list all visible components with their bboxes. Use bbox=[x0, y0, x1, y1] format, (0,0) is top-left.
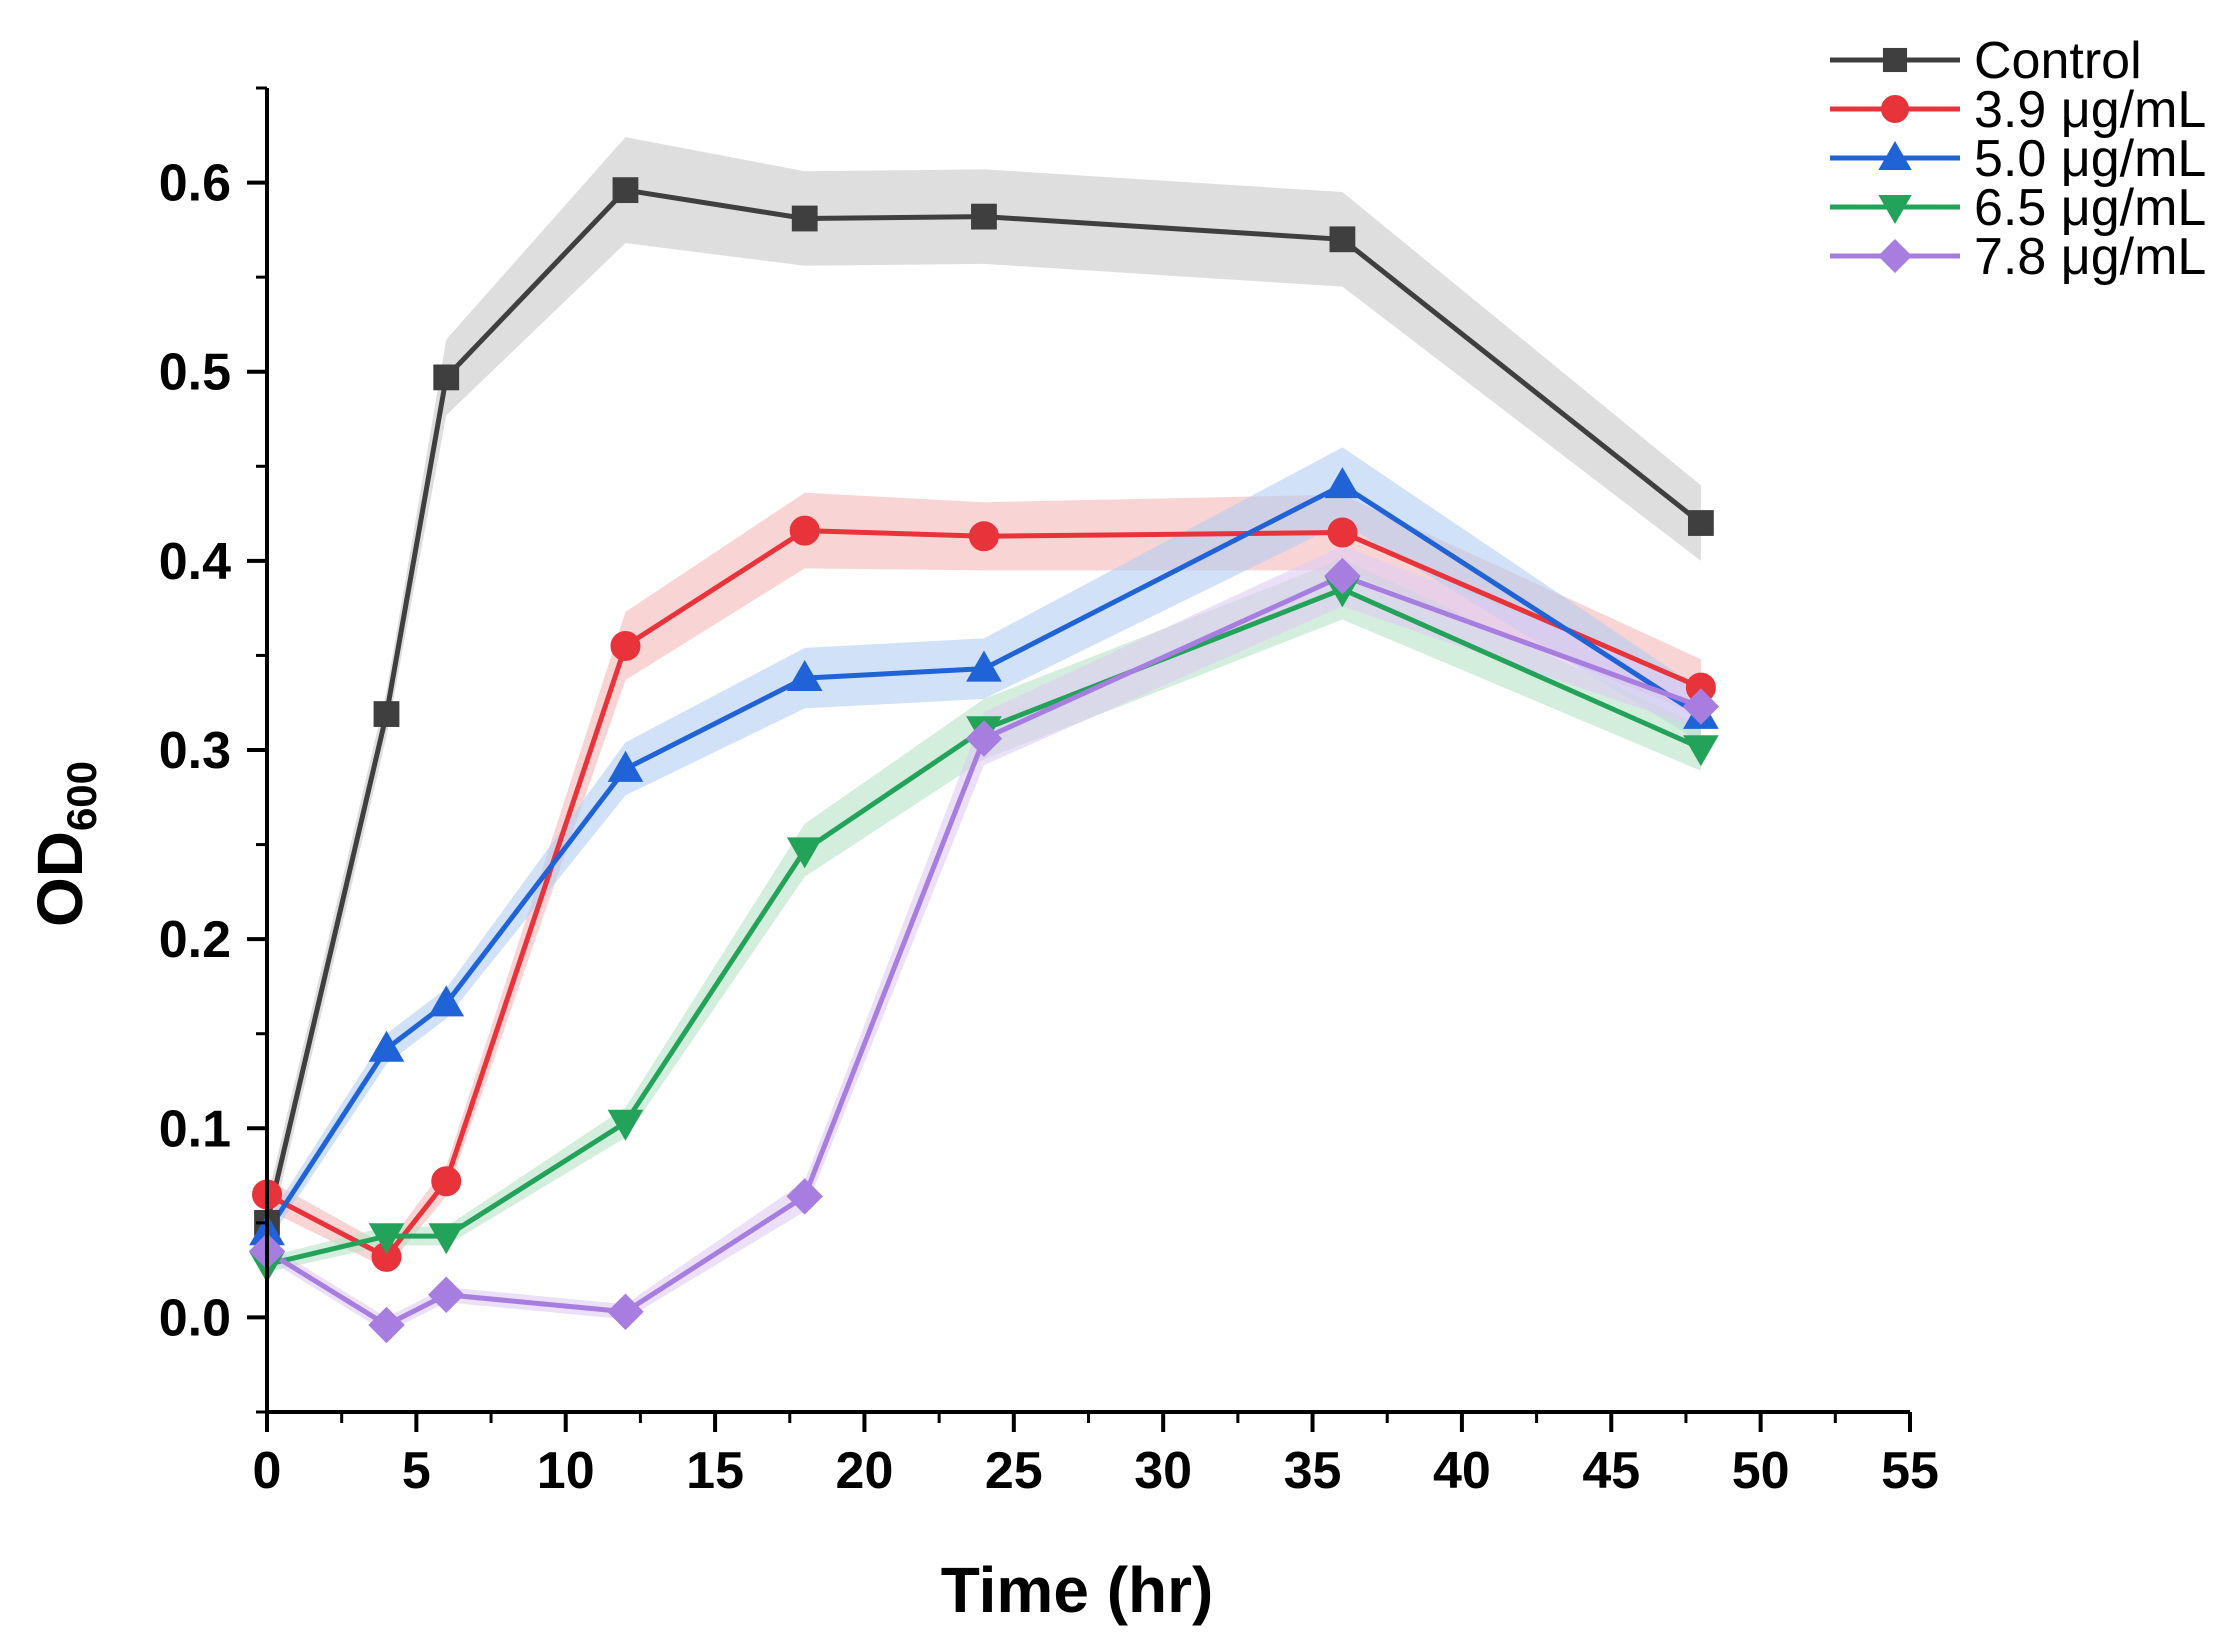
data-point bbox=[368, 1306, 405, 1344]
data-point bbox=[1329, 226, 1356, 253]
data-point bbox=[607, 1293, 644, 1330]
x-tick-label: 55 bbox=[1881, 1442, 1939, 1500]
data-point bbox=[607, 1109, 644, 1141]
legend-label: 3.9 μg/mL bbox=[1974, 81, 2206, 139]
legend-item: 7.8 μg/mL bbox=[1830, 228, 2206, 286]
data-point bbox=[1687, 510, 1714, 536]
data-point bbox=[373, 701, 400, 727]
x-tick-label: 40 bbox=[1433, 1442, 1491, 1500]
legend-item: Control bbox=[1830, 32, 2142, 90]
legend-label: 5.0 μg/mL bbox=[1974, 130, 2206, 188]
data-point bbox=[612, 177, 639, 204]
y-tick-label: 0.5 bbox=[159, 344, 231, 402]
data-point bbox=[428, 985, 465, 1017]
data-point bbox=[1683, 735, 1719, 767]
y-tick-label: 0.2 bbox=[159, 911, 231, 969]
confidence-band bbox=[267, 447, 1701, 1244]
data-point bbox=[428, 1276, 465, 1313]
y-axis-title: OD600 bbox=[24, 761, 105, 927]
x-ticks: 0 5 10 15 20 25 30 35 40 45 50 55 bbox=[253, 1412, 1939, 1500]
legend-marker bbox=[1878, 194, 1912, 224]
data-point bbox=[786, 1178, 823, 1215]
x-tick-label: 50 bbox=[1732, 1442, 1790, 1500]
legend-label: Control bbox=[1974, 32, 2142, 90]
x-tick-label: 30 bbox=[1134, 1442, 1192, 1500]
legend-item: 3.9 μg/mL bbox=[1830, 81, 2206, 139]
y-tick-label: 0.4 bbox=[159, 533, 231, 591]
data-point bbox=[610, 630, 641, 661]
data-point bbox=[789, 515, 820, 546]
confidence-band bbox=[267, 558, 1701, 1273]
data-point bbox=[1324, 467, 1361, 499]
x-tick-label: 45 bbox=[1582, 1442, 1640, 1500]
data-point bbox=[791, 205, 818, 232]
x-tick-label: 25 bbox=[985, 1442, 1043, 1500]
legend-label: 6.5 μg/mL bbox=[1974, 179, 2206, 237]
data-point bbox=[1327, 517, 1358, 548]
data-point bbox=[368, 1030, 405, 1062]
data-point bbox=[965, 720, 1003, 757]
y-tick-label: 0.1 bbox=[159, 1100, 231, 1158]
legend-item: 5.0 μg/mL bbox=[1830, 130, 2206, 188]
legend-marker bbox=[1881, 95, 1909, 123]
axes: 0 5 10 15 20 25 30 35 40 45 50 55 0.00.10.20.30.40.… bbox=[159, 86, 1939, 1500]
y-tick-label: 0.6 bbox=[159, 155, 231, 213]
y-tick-label: 0.3 bbox=[159, 722, 231, 780]
data-point bbox=[428, 1223, 465, 1255]
data-point bbox=[786, 837, 823, 869]
legend-marker bbox=[1882, 47, 1908, 73]
legend-label: 7.8 μg/mL bbox=[1974, 228, 2206, 286]
data-point bbox=[966, 650, 1002, 682]
legend-marker bbox=[1878, 141, 1912, 171]
series-line bbox=[264, 482, 1703, 1234]
data-point bbox=[1682, 688, 1720, 725]
series-line bbox=[264, 187, 1703, 1224]
data-point bbox=[971, 203, 997, 230]
series-line bbox=[265, 528, 1702, 1260]
data-point bbox=[786, 660, 823, 692]
x-tick-label: 20 bbox=[836, 1442, 894, 1500]
x-axis-title: Time (hr) bbox=[941, 1554, 1214, 1626]
data-point bbox=[433, 364, 460, 391]
y-tick-label: 0.0 bbox=[159, 1289, 231, 1347]
data-point bbox=[607, 750, 644, 782]
legend-marker bbox=[1877, 238, 1913, 274]
x-tick-label: 15 bbox=[686, 1442, 744, 1500]
data-point bbox=[368, 1223, 405, 1255]
y-ticks: 0.0 0.1 0.2 0.3 0.4 0.5 0.6 bbox=[159, 86, 267, 1414]
x-tick-label: 5 bbox=[402, 1442, 431, 1500]
x-tick-label: 10 bbox=[537, 1442, 595, 1500]
x-tick-label: 0 bbox=[253, 1442, 282, 1500]
data-point bbox=[968, 521, 999, 552]
data-point bbox=[1324, 557, 1361, 595]
x-tick-label: 35 bbox=[1284, 1442, 1342, 1500]
y-axis-title-main: OD bbox=[24, 831, 96, 927]
confidence-bands bbox=[267, 137, 1701, 1333]
data-point bbox=[431, 1166, 462, 1197]
legend-item: 6.5 μg/mL bbox=[1830, 179, 2206, 237]
y-axis-title-subscript: 600 bbox=[58, 761, 105, 831]
